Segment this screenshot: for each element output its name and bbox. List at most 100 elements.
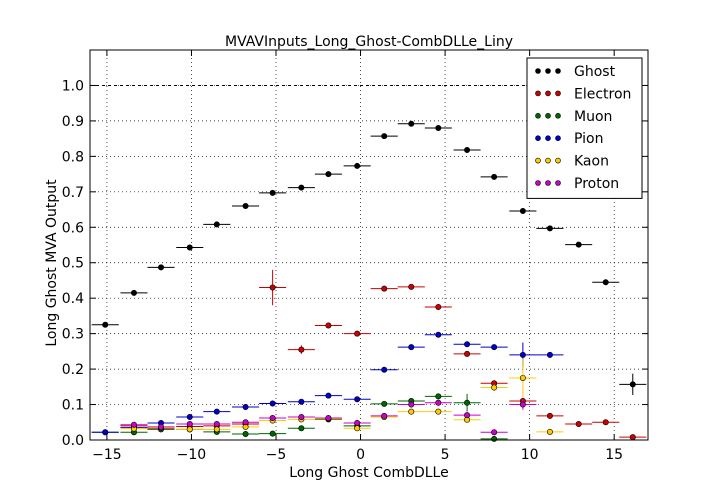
y-tick-label: 0.3 [62, 327, 84, 343]
ghost-point [158, 264, 165, 271]
legend-label-electron: Electron [574, 86, 631, 102]
ghost-point [325, 171, 332, 178]
pion-point [186, 413, 193, 420]
electron-point [629, 434, 636, 441]
legend-marker-kaon [535, 157, 541, 164]
proton-point [354, 419, 361, 426]
y-tick-label: 0.6 [62, 220, 84, 236]
pion-point [325, 392, 332, 399]
x-tick-label: 0 [356, 447, 365, 463]
proton-point [269, 415, 276, 422]
legend-marker-pion [545, 135, 551, 141]
kaon-point [213, 426, 220, 433]
y-tick-label: 0.0 [62, 433, 84, 449]
electron-point [408, 283, 415, 290]
legend-marker-electron [545, 90, 551, 97]
ghost-point [269, 189, 276, 196]
y-tick-label: 0.1 [62, 398, 84, 414]
ghost-point [491, 173, 498, 180]
legend-marker-electron [535, 90, 541, 97]
electron-point [464, 350, 471, 357]
proton-point [464, 412, 471, 419]
ghost-point [602, 279, 609, 286]
x-axis-title: Long Ghost CombDLLe [289, 465, 448, 481]
electron-point [546, 412, 553, 419]
legend-label-ghost: Ghost [574, 64, 616, 80]
electron-point [325, 322, 332, 329]
legend-marker-pion [555, 135, 561, 141]
pion-point [408, 344, 415, 351]
pion-point [102, 429, 109, 436]
electron-point [354, 330, 361, 337]
ghost-point [464, 146, 471, 153]
y-tick-label: 0.4 [62, 291, 84, 307]
electron-point [298, 346, 305, 353]
ghost-point [381, 133, 388, 140]
y-tick-label: 0.9 [62, 114, 84, 130]
proton-point [381, 412, 388, 419]
proton-point [158, 423, 165, 430]
electron-point [381, 285, 388, 292]
kaon-point [435, 408, 442, 415]
legend-marker-electron [555, 90, 561, 97]
legend-marker-ghost [555, 68, 561, 74]
pion-point [354, 396, 361, 403]
x-tick-label: 15 [605, 447, 623, 463]
legend-label-kaon: Kaon [574, 154, 609, 170]
proton-point [130, 421, 137, 428]
ghost-point [213, 221, 220, 228]
ghost-point [102, 321, 109, 328]
legend-marker-kaon [545, 157, 551, 164]
pion-point [213, 408, 220, 415]
ghost-point [186, 244, 193, 251]
kaon-point [408, 408, 415, 415]
kaon-point [354, 425, 361, 432]
proton-point [491, 429, 498, 436]
legend-marker-muon [545, 113, 551, 119]
pion-point [491, 344, 498, 351]
x-tick-label: 5 [441, 447, 450, 463]
proton-point [435, 399, 442, 406]
proton-point [213, 421, 220, 428]
ghost-point [546, 225, 553, 232]
proton-point [298, 413, 305, 420]
ghost-point [408, 120, 415, 127]
axis-ticks: −15 −10 −5 0 5 10 15 0.0 0.1 0.2 0.3 0.4 0.5 0.6 0.7 0.… [62, 50, 648, 463]
muon-point [269, 430, 276, 437]
proton-point [186, 421, 193, 428]
y-axis-title: Long Ghost MVA Output [44, 179, 60, 347]
legend-marker-ghost [535, 68, 541, 74]
muon-point [298, 425, 305, 432]
muon-point [242, 430, 249, 437]
muon-point [435, 393, 442, 400]
pion-point [298, 398, 305, 405]
ghost-point [575, 241, 582, 248]
electron-point [435, 304, 442, 311]
legend-label-proton: Proton [574, 176, 619, 192]
proton-point [242, 419, 249, 426]
ghost-point [629, 381, 636, 388]
legend-marker-proton [535, 180, 541, 186]
legend: Ghost Electron Muon Pion Kaon Proton [526, 57, 643, 199]
electron-point [269, 284, 276, 291]
series-pion [91, 331, 564, 436]
y-tick-label: 0.7 [62, 185, 84, 201]
x-tick-label: 10 [521, 447, 539, 463]
electron-point [575, 421, 582, 428]
legend-label-muon: Muon [574, 109, 612, 125]
ghost-point [435, 125, 442, 132]
legend-box [526, 57, 643, 199]
legend-marker-muon [535, 113, 541, 119]
kaon-point [186, 426, 193, 433]
legend-marker-proton [545, 180, 551, 186]
muon-point [381, 400, 388, 407]
legend-marker-muon [555, 113, 561, 119]
kaon-point [546, 428, 553, 435]
x-tick-label: −15 [92, 447, 122, 463]
x-tick-label: −5 [266, 447, 287, 463]
ghost-point [242, 203, 249, 210]
legend-label-pion: Pion [574, 131, 603, 147]
muon-point [464, 399, 471, 406]
legend-marker-ghost [545, 68, 551, 74]
